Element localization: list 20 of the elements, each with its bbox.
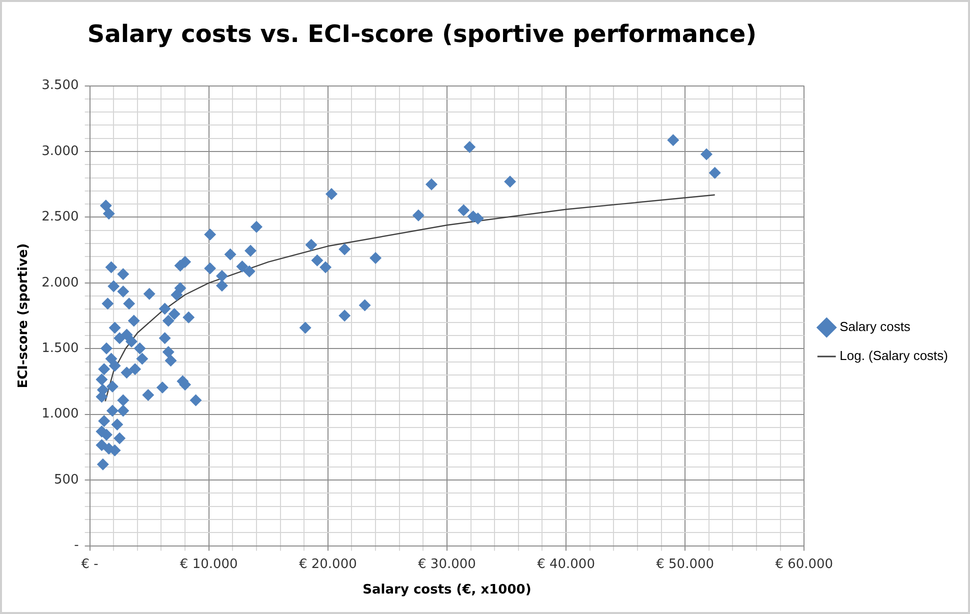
x-tick-label: € 60.000: [775, 556, 834, 572]
x-axis-title: Salary costs (€, x1000): [362, 582, 532, 598]
x-tick-label: € -: [81, 556, 99, 572]
x-tick-label: € 10.000: [180, 556, 238, 572]
legend-label: Log. (Salary costs): [840, 348, 948, 364]
x-tick-label: € 20.000: [298, 556, 357, 572]
y-tick-label: 3.500: [42, 78, 79, 94]
y-axis-title: ECI-score (sportive): [16, 243, 32, 388]
y-tick-label: 2.500: [42, 210, 79, 225]
x-tick-label: € 30.000: [418, 556, 476, 572]
y-tick-label: 3.000: [42, 144, 79, 159]
y-tick-label: 1.000: [42, 406, 79, 422]
legend-label: Salary costs: [840, 319, 911, 334]
y-tick-label: 2.000: [42, 275, 79, 290]
x-tick-label: € 40.000: [537, 556, 595, 572]
y-tick-label: 500: [54, 472, 79, 488]
y-tick-label: 1.500: [42, 341, 79, 356]
chart-title: Salary costs vs. ECI-score (sportive performance): [86, 20, 758, 48]
y-tick-label: -: [74, 538, 80, 554]
x-tick-label: € 50.000: [656, 556, 714, 572]
